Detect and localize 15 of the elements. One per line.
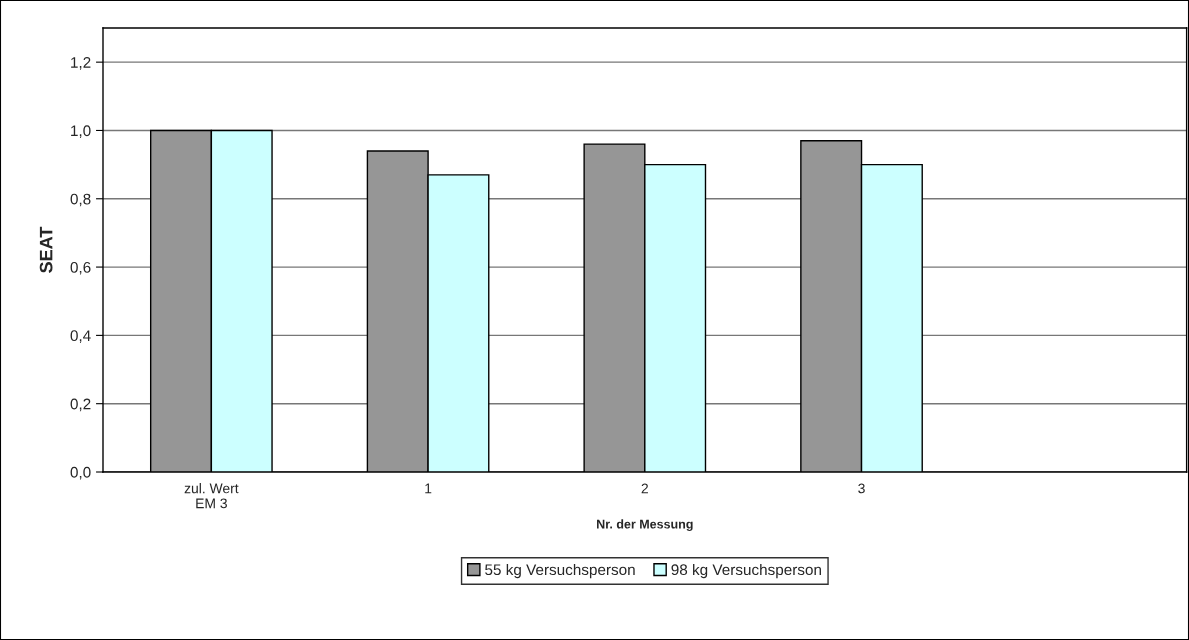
y-axis-title: SEAT <box>39 226 53 273</box>
legend-label: 98 kg Versuchsperson <box>671 563 821 579</box>
y-tick-label: 0,0 <box>70 466 91 480</box>
legend-label: 55 kg Versuchsperson <box>485 563 635 579</box>
x-tick-label: 1 <box>425 483 432 494</box>
x-tick-label: 2 <box>641 483 648 494</box>
y-tick-label: 0,6 <box>70 261 91 275</box>
y-tick-label: 0,8 <box>70 193 91 207</box>
x-axis-title: Nr. der Messung <box>597 519 693 532</box>
y-tick-label: 1,0 <box>71 125 91 138</box>
x-tick-label: zul. Wert EM 3 <box>184 483 239 509</box>
x-tick-label: 3 <box>858 483 865 494</box>
y-tick-label: 1,2 <box>71 57 91 70</box>
y-tick-label: 0,2 <box>70 398 91 412</box>
y-tick-label: 0,4 <box>70 330 91 343</box>
